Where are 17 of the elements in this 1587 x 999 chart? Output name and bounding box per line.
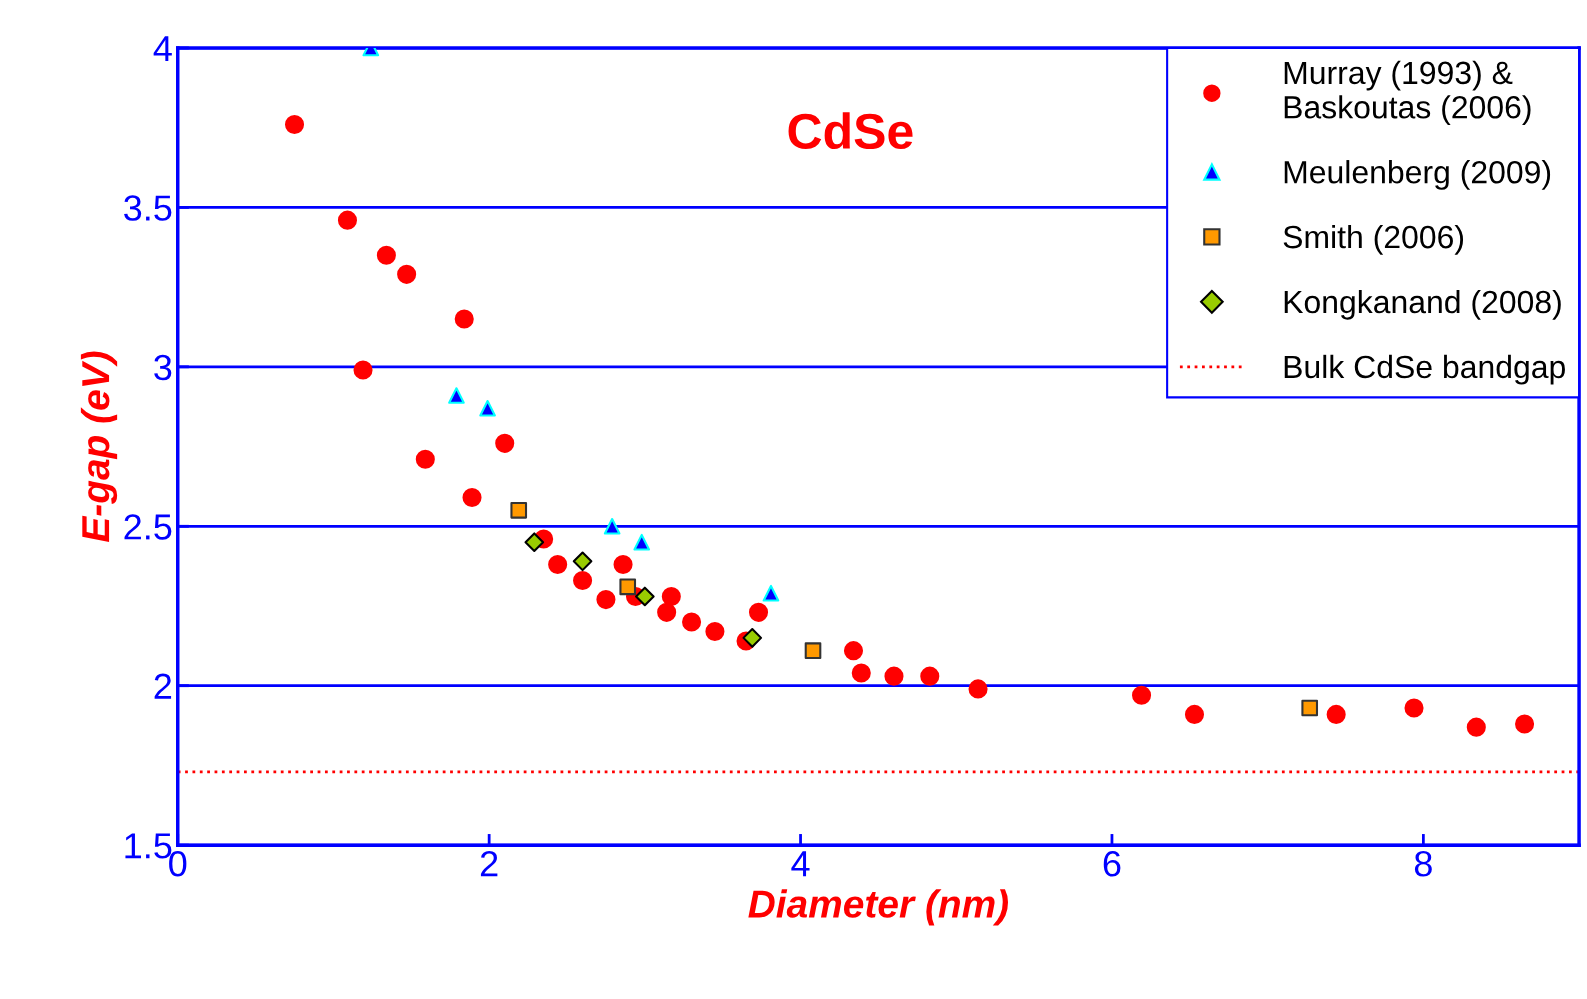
y-axis-title: E-gap (eV) [80,351,118,543]
y-tick-label: 4 [153,36,172,62]
legend-label: Smith (2006) [1283,224,1464,255]
y-tick-label: 2 [154,673,172,699]
x-tick-label: 4 [791,851,810,877]
y-tick-label: 2.5 [124,514,172,540]
x-axis-title: Diameter (nm) [748,889,1009,926]
x-tick-label: 2 [480,850,498,877]
legend-label: Bulk CdSe bandgap [1284,354,1565,385]
x-tick-label: 6 [1103,850,1121,877]
legend-label: Meulenberg (2009) [1284,160,1551,190]
x-tick-label: 8 [1414,850,1432,877]
annotation: CdSe [788,112,913,150]
legend-label: Murray (1993) & Baskoutas (2006) [1284,60,1531,125]
y-tick-label: 3 [154,354,172,381]
y-tick-label: 3.5 [124,195,172,221]
legend-label: Kongkanand (2008) [1284,289,1561,320]
